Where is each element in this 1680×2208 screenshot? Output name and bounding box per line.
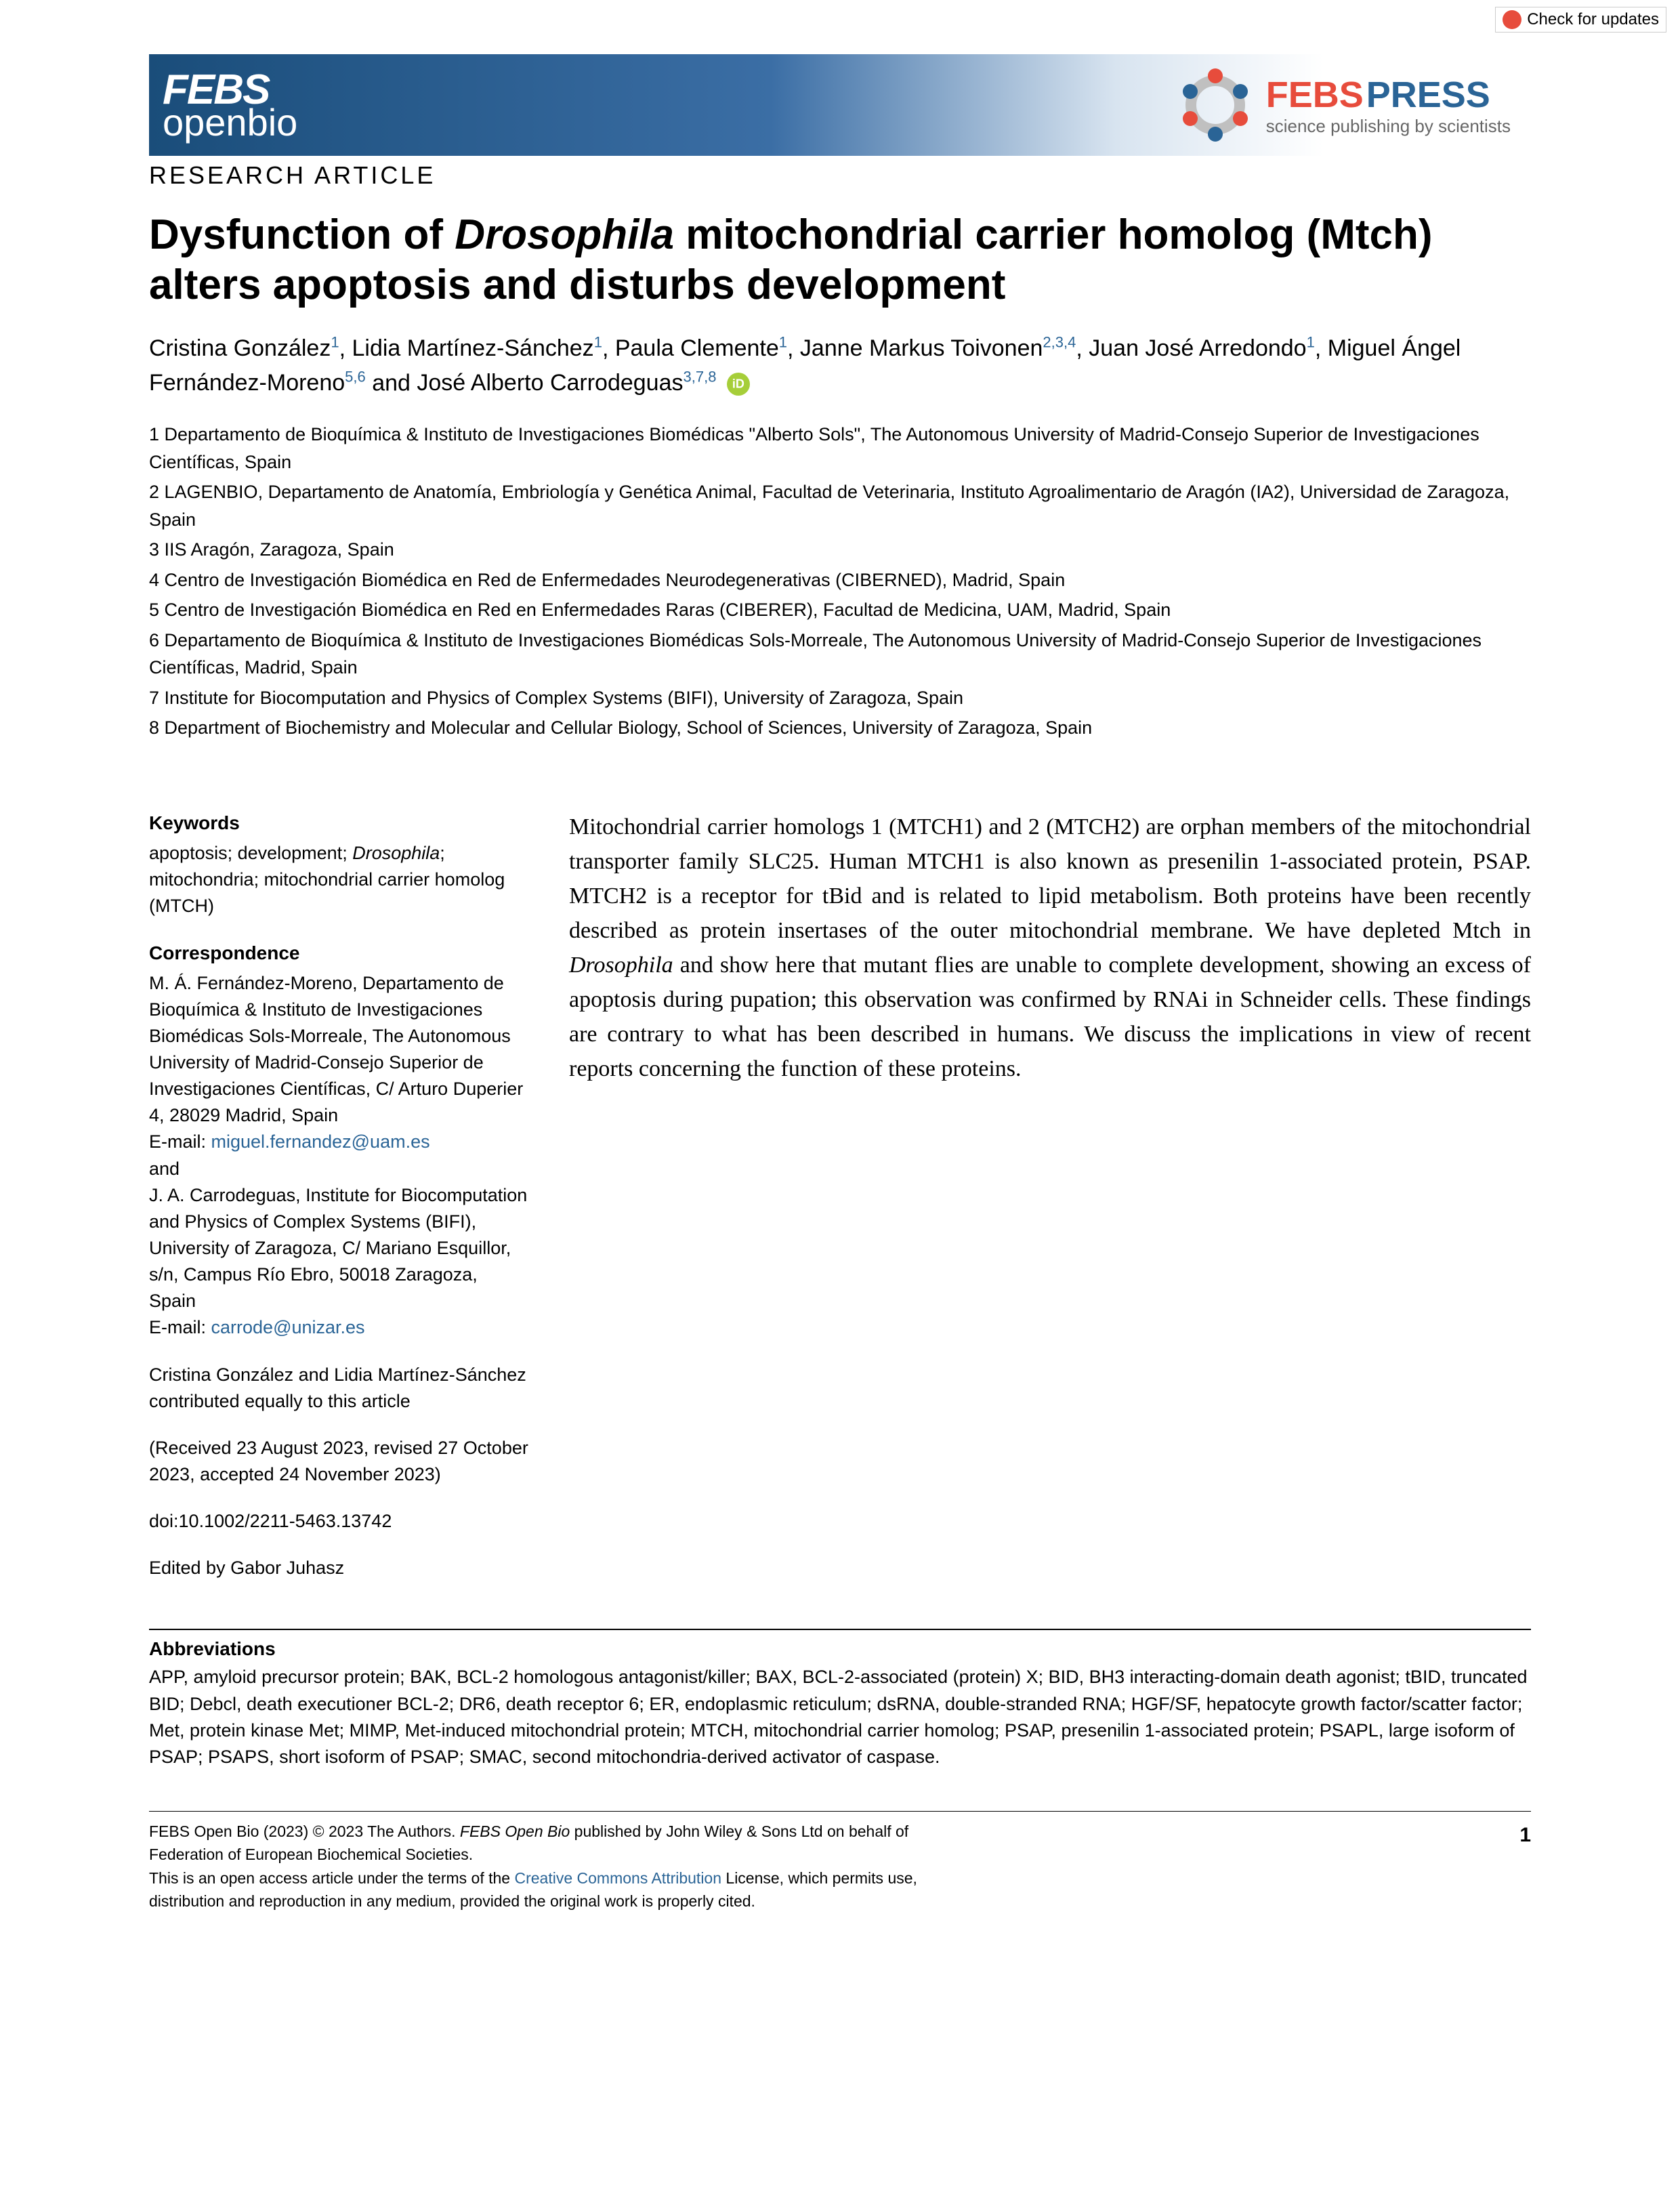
author-7: José Alberto Carrodeguas3,7,8 (417, 370, 716, 396)
article-type-label: RESEARCH ARTICLE (149, 161, 1531, 190)
correspondence-heading: Correspondence (149, 940, 528, 967)
contribution-note: Cristina González and Lidia Martínez-Sán… (149, 1362, 528, 1415)
crossmark-icon (1503, 10, 1521, 29)
title-italic: Drosophila (455, 211, 674, 258)
email-link-1[interactable]: miguel.fernandez@uam.es (211, 1131, 430, 1152)
press-ring-icon (1178, 68, 1253, 142)
check-for-updates-button[interactable]: Check for updates (1495, 7, 1666, 33)
main-content: Keywords apoptosis; development; Drosoph… (149, 810, 1531, 1602)
press-text: FEBSPRESS science publishing by scientis… (1266, 74, 1511, 137)
check-updates-label: Check for updates (1527, 10, 1659, 29)
keywords-block: Keywords apoptosis; development; Drosoph… (149, 810, 528, 919)
cc-license-link[interactable]: Creative Commons Attribution (515, 1869, 722, 1887)
febs-openbio-logo: FEBS openbio (163, 66, 297, 144)
page-number: 1 (1519, 1820, 1531, 1913)
affiliation-4: 4 Centro de Investigación Biomédica en R… (149, 566, 1531, 594)
affiliation-2: 2 LAGENBIO, Departamento de Anatomía, Em… (149, 478, 1531, 533)
affiliation-7: 7 Institute for Biocomputation and Physi… (149, 684, 1531, 712)
logo-bottom: openbio (163, 100, 297, 144)
affiliation-5: 5 Centro de Investigación Biomédica en R… (149, 596, 1531, 624)
author-list: Cristina González1, Lidia Martínez-Sánch… (149, 331, 1531, 401)
keywords-heading: Keywords (149, 810, 528, 837)
page-footer: FEBS Open Bio (2023) © 2023 The Authors.… (149, 1811, 1531, 1913)
affiliation-3: 3 IIS Aragón, Zaragoza, Spain (149, 536, 1531, 564)
febs-press-logo: FEBSPRESS science publishing by scientis… (1178, 68, 1511, 142)
author-2: Lidia Martínez-Sánchez1 (352, 335, 602, 361)
correspondence-1: M. Á. Fernández-Moreno, Departamento de … (149, 970, 528, 1129)
press-brand-1: FEBS (1266, 75, 1364, 115)
journal-header: FEBS openbio FEBSPRESS science p (149, 54, 1531, 156)
author-1: Cristina González1 (149, 335, 339, 361)
article-title: Dysfunction of Drosophila mitochondrial … (149, 210, 1531, 311)
title-pre: Dysfunction of (149, 211, 455, 258)
abstract-text: Mitochondrial carrier homologs 1 (MTCH1)… (569, 810, 1531, 1602)
footer-copyright: FEBS Open Bio (2023) © 2023 The Authors.… (149, 1820, 1519, 1913)
doi: doi:10.1002/2211-5463.13742 (149, 1508, 528, 1535)
abbreviations-section: Abbreviations APP, amyloid precursor pro… (149, 1629, 1531, 1770)
affiliation-1: 1 Departamento de Bioquímica & Instituto… (149, 421, 1531, 476)
abbreviations-text: APP, amyloid precursor protein; BAK, BCL… (149, 1664, 1531, 1770)
author-3: Paula Clemente1 (615, 335, 787, 361)
affiliation-6: 6 Departamento de Bioquímica & Instituto… (149, 627, 1531, 682)
article-page: FEBS openbio FEBSPRESS science p (149, 0, 1531, 1940)
press-tagline: science publishing by scientists (1266, 116, 1511, 137)
affiliation-list: 1 Departamento de Bioquímica & Instituto… (149, 421, 1531, 742)
affiliation-8: 8 Department of Biochemistry and Molecul… (149, 714, 1531, 742)
author-5: Juan José Arredondo1 (1089, 335, 1315, 361)
author-4: Janne Markus Toivonen2,3,4 (800, 335, 1076, 361)
editor-note: Edited by Gabor Juhasz (149, 1555, 528, 1581)
sidebar: Keywords apoptosis; development; Drosoph… (149, 810, 528, 1602)
correspondence-block: Correspondence M. Á. Fernández-Moreno, D… (149, 940, 528, 1341)
correspondence-2: J. A. Carrodeguas, Institute for Biocomp… (149, 1182, 528, 1315)
email-link-2[interactable]: carrode@unizar.es (211, 1317, 365, 1337)
abbreviations-heading: Abbreviations (149, 1638, 1531, 1660)
orcid-icon[interactable] (727, 373, 750, 396)
press-brand-2: PRESS (1366, 75, 1490, 115)
article-dates: (Received 23 August 2023, revised 27 Oct… (149, 1435, 528, 1488)
